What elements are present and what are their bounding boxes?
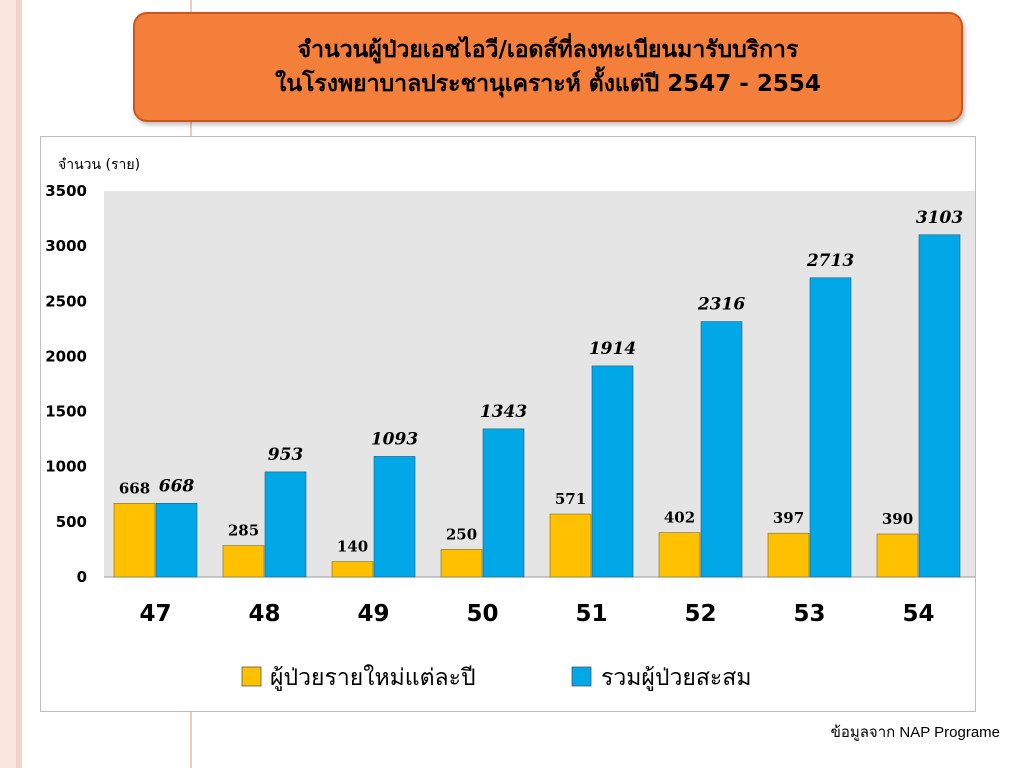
x-tick-label: 51: [575, 601, 607, 627]
source-note: ข้อมูลจาก NAP Programe: [830, 724, 1000, 741]
bar-new-patients: [113, 503, 156, 578]
bar-cumulative-patients: [264, 471, 307, 578]
bar-cumulative-patients: [373, 456, 416, 578]
title-line-1: จำนวนผู้ป่วยเอชไอวี/เอดส์ที่ลงทะเบียนมาร…: [297, 37, 799, 63]
x-tick-label: 54: [902, 601, 934, 627]
data-label-new-patients: 250: [446, 525, 477, 543]
data-label-new-patients: 571: [555, 490, 586, 508]
bar-cumulative-patients: [155, 503, 198, 578]
legend-swatch-cumulative-patients: [571, 666, 592, 687]
data-label-new-patients: 402: [664, 509, 695, 527]
bar-cumulative-patients: [482, 428, 525, 578]
legend-label-cumulative-patients: รวมผู้ป่วยสะสม: [601, 665, 752, 691]
data-label-cumulative-patients: 2713: [806, 251, 854, 271]
x-tick-label: 47: [139, 601, 171, 627]
legend-swatch-new-patients: [241, 666, 262, 687]
bar-new-patients: [549, 513, 592, 578]
bar-new-patients: [440, 549, 483, 578]
y-tick-label: 3500: [45, 182, 87, 200]
x-tick-label: 49: [357, 601, 389, 627]
data-label-new-patients: 140: [337, 538, 368, 556]
bar-cumulative-patients: [591, 365, 634, 578]
bar-cumulative-patients: [918, 234, 961, 578]
data-label-cumulative-patients: 3103: [916, 208, 963, 228]
data-label-cumulative-patients: 668: [159, 476, 195, 496]
data-label-cumulative-patients: 1093: [371, 429, 418, 449]
y-axis-label: จำนวน (ราย): [58, 157, 140, 173]
bar-new-patients: [658, 532, 701, 578]
data-label-new-patients: 285: [228, 522, 259, 540]
data-label-new-patients: 668: [119, 479, 150, 497]
title-line-2: ในโรงพยาบาลประชานุเคราะห์ ตั้งแต่ปี 2547…: [275, 71, 821, 97]
data-label-cumulative-patients: 1343: [480, 402, 527, 422]
legend-label-new-patients: ผู้ป่วยรายใหม่แต่ละปี: [270, 664, 476, 691]
y-tick-label: 2500: [45, 292, 87, 310]
data-label-cumulative-patients: 2316: [697, 295, 745, 315]
x-tick-label: 50: [466, 601, 498, 627]
title-box: จำนวนผู้ป่วยเอชไอวี/เอดส์ที่ลงทะเบียนมาร…: [133, 12, 963, 122]
x-tick-label: 53: [793, 601, 825, 627]
data-label-cumulative-patients: 1914: [589, 339, 636, 359]
y-tick-label: 0: [77, 568, 87, 586]
data-label-cumulative-patients: 953: [268, 445, 304, 465]
left-stripe-inner: [16, 0, 22, 768]
chart-frame: จำนวน (ราย) 0 500 1000 1500 2000 2500 3000 3500 6…: [40, 136, 976, 712]
y-tick-label: 1000: [45, 458, 87, 476]
data-label-new-patients: 390: [882, 510, 913, 528]
bar-cumulative-patients: [700, 321, 743, 578]
bar-new-patients: [222, 545, 265, 578]
bar-new-patients: [331, 561, 374, 578]
bar-chart: จำนวน (ราย) 0 500 1000 1500 2000 2500 3000 3500 6…: [45, 157, 975, 691]
bar-new-patients: [767, 532, 810, 578]
bar-cumulative-patients: [809, 277, 852, 578]
y-tick-label: 3000: [45, 237, 87, 255]
x-tick-label: 48: [248, 601, 280, 627]
left-stripe-outer: [0, 0, 16, 768]
data-label-new-patients: 397: [773, 509, 804, 527]
x-tick-label: 52: [684, 601, 716, 627]
bar-new-patients: [876, 533, 919, 578]
y-tick-label: 2000: [45, 347, 87, 365]
y-tick-label: 500: [56, 513, 87, 531]
y-tick-label: 1500: [45, 403, 87, 421]
